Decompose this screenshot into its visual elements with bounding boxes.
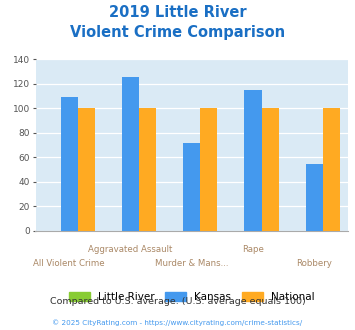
Legend: Little River, Kansas, National: Little River, Kansas, National bbox=[65, 288, 319, 306]
Bar bbox=[262, 109, 279, 231]
Bar bbox=[122, 77, 139, 231]
Bar bbox=[244, 90, 262, 231]
Bar bbox=[323, 109, 340, 231]
Bar bbox=[61, 97, 78, 231]
Text: © 2025 CityRating.com - https://www.cityrating.com/crime-statistics/: © 2025 CityRating.com - https://www.city… bbox=[53, 319, 302, 326]
Bar bbox=[78, 109, 95, 231]
Text: Compared to U.S. average. (U.S. average equals 100): Compared to U.S. average. (U.S. average … bbox=[50, 297, 305, 306]
Text: Violent Crime Comparison: Violent Crime Comparison bbox=[70, 25, 285, 40]
Bar bbox=[200, 109, 217, 231]
Text: Rape: Rape bbox=[242, 245, 264, 254]
Text: Aggravated Assault: Aggravated Assault bbox=[88, 245, 173, 254]
Text: All Violent Crime: All Violent Crime bbox=[33, 259, 105, 268]
Text: 2019 Little River: 2019 Little River bbox=[109, 5, 246, 20]
Bar bbox=[183, 143, 200, 231]
Text: Robbery: Robbery bbox=[296, 259, 332, 268]
Bar bbox=[306, 164, 323, 231]
Bar bbox=[139, 109, 156, 231]
Text: Murder & Mans...: Murder & Mans... bbox=[155, 259, 229, 268]
